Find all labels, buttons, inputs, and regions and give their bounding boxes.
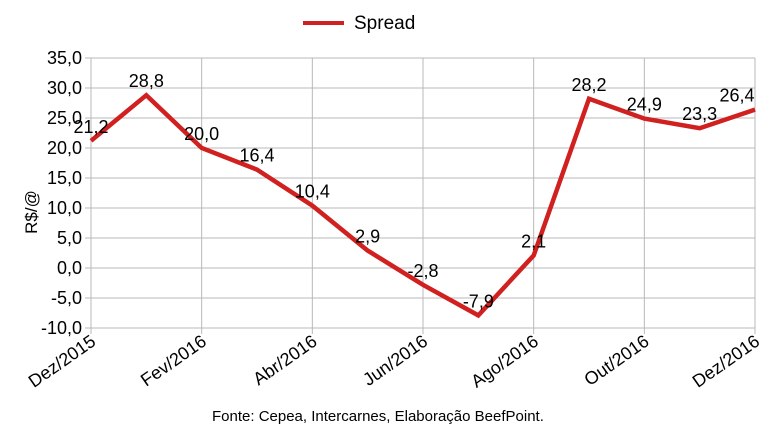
x-tick-label: Jun/2016 — [359, 331, 431, 390]
data-label: 28,8 — [129, 71, 164, 91]
data-labels: 21,2 28,8 20,0 16,4 10,4 2,9 -2,8 -7,9 2,1 28,2 24… — [73, 71, 754, 311]
y-tick-label: 35,0 — [47, 48, 82, 68]
series-line-spread — [89, 92, 756, 319]
data-label: 20,0 — [184, 124, 219, 144]
y-tick-label: -10,0 — [41, 318, 82, 338]
x-tick-label: Dez/2016 — [689, 331, 764, 392]
x-tick-label: Fev/2016 — [137, 331, 210, 390]
data-label: 16,4 — [239, 146, 274, 166]
source-note: Fonte: Cepea, Intercarnes, Elaboração Be… — [212, 408, 544, 425]
data-label: -7,9 — [463, 291, 494, 311]
series-group — [89, 92, 756, 319]
y-tick-label: 5,0 — [57, 228, 82, 248]
data-label: 23,3 — [682, 104, 717, 124]
y-tick-label: 15,0 — [47, 168, 82, 188]
axes — [90, 58, 756, 334]
x-tick-label: Out/2016 — [580, 331, 652, 390]
y-tick-label: 0,0 — [57, 258, 82, 278]
y-tick-label: 10,0 — [47, 198, 82, 218]
data-label: 24,9 — [627, 95, 662, 115]
data-label: 21,2 — [73, 117, 108, 137]
data-label: 26,4 — [719, 86, 754, 106]
data-label: 2,9 — [355, 227, 380, 247]
data-label: 10,4 — [295, 182, 330, 202]
y-axis-label: R$/@ — [22, 190, 41, 234]
y-tick-label: 25,0 — [47, 108, 82, 128]
data-label: -2,8 — [407, 261, 438, 281]
data-label: 2,1 — [521, 231, 546, 251]
y-tick-label: 20,0 — [47, 138, 82, 158]
y-tick-labels: 35,0 30,0 25,0 20,0 15,0 10,0 5,0 0,0 -5,0 -10,0 — [41, 48, 82, 338]
x-tick-label: Dez/2015 — [25, 331, 100, 392]
x-tick-labels: Dez/2015 Fev/2016 Abr/2016 Jun/2016 Ago/2016… — [25, 331, 764, 392]
legend-label-spread: Spread — [354, 13, 415, 34]
x-tick-label: Ago/2016 — [467, 331, 542, 392]
legend: Spread — [303, 13, 415, 34]
y-tick-label: -5,0 — [51, 288, 82, 308]
x-tick-label: Abr/2016 — [249, 331, 320, 389]
data-label: 28,2 — [571, 75, 606, 95]
y-tick-label: 30,0 — [47, 78, 82, 98]
